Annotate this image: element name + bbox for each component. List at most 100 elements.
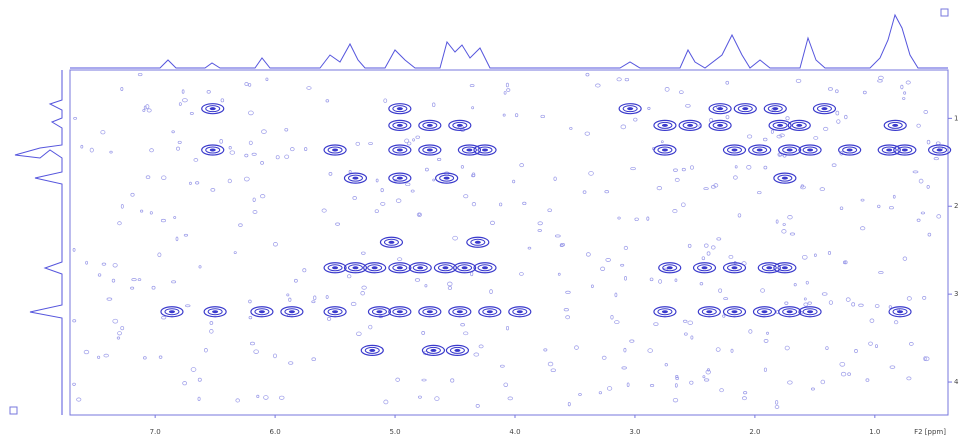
noise-dot: [760, 288, 765, 293]
peak-contour: [371, 266, 378, 270]
noise-dot: [265, 77, 269, 82]
cross-peak: [421, 344, 446, 356]
noise-dot: [284, 154, 290, 159]
noise-dot: [140, 209, 144, 213]
cross-peak: [280, 306, 304, 318]
peak-contour: [430, 348, 437, 352]
cross-peak: [445, 344, 470, 356]
peak-contour: [422, 121, 438, 129]
peak-contour: [781, 176, 788, 180]
noise-dot: [713, 183, 719, 188]
noise-dot: [672, 397, 679, 403]
peak-contour: [936, 148, 943, 152]
noise-dot: [705, 369, 711, 375]
noise-dot: [452, 235, 458, 241]
noise-dot: [171, 280, 177, 284]
noise-dot: [120, 326, 125, 331]
cross-peak: [418, 306, 442, 318]
noise-dot: [432, 178, 436, 182]
cross-peak: [653, 144, 677, 156]
noise-dot: [702, 375, 706, 379]
cross-peak: [678, 119, 702, 131]
noise-dot: [176, 146, 180, 151]
peak-contour: [657, 308, 673, 316]
peak-contour: [782, 308, 798, 316]
noise-dot: [673, 168, 678, 172]
noise-dot: [259, 194, 266, 199]
noise-dot: [626, 382, 630, 388]
noise-dot: [905, 80, 911, 85]
noise-dot: [595, 83, 601, 88]
noise-dot: [623, 347, 627, 353]
noise-dot: [682, 319, 688, 323]
noise-dot: [565, 290, 571, 294]
noise-dot: [835, 89, 839, 94]
peak-contour: [426, 148, 433, 152]
peak-contour: [258, 310, 265, 314]
noise-dot: [554, 234, 561, 238]
noise-dot: [763, 338, 769, 343]
noise-dot: [706, 251, 711, 256]
noise-dot: [432, 102, 436, 108]
cross-peak: [388, 144, 412, 156]
cross-peak: [343, 172, 368, 184]
noise-dot: [374, 209, 379, 214]
noise-dot: [72, 248, 76, 252]
peak-contour: [327, 308, 343, 316]
noise-dot: [839, 361, 846, 367]
peak-contour: [396, 310, 403, 314]
noise-dot: [437, 157, 442, 162]
noise-dot: [703, 378, 710, 382]
peak-contour: [417, 266, 424, 270]
noise-dot: [701, 256, 706, 261]
noise-dot: [851, 302, 856, 307]
noise-dot: [585, 72, 590, 77]
peak-contour: [712, 105, 728, 113]
cross-peak: [478, 306, 502, 318]
y-tick-label: 3: [954, 290, 958, 298]
peak-contour: [731, 310, 738, 314]
noise-dot: [175, 236, 179, 242]
peak-contour: [687, 123, 694, 127]
noise-dot: [346, 274, 352, 279]
cross-peak: [722, 144, 747, 156]
noise-dot: [793, 283, 797, 287]
peak-contour: [212, 310, 219, 314]
peak-contour: [766, 266, 773, 270]
noise-dot: [360, 291, 365, 296]
cross-peak: [618, 103, 642, 115]
noise-dot: [633, 117, 638, 122]
noise-dot: [471, 202, 477, 207]
noise-dot: [624, 77, 630, 82]
noise-dot: [244, 82, 249, 86]
noise-dot: [85, 260, 88, 265]
peak-contour: [352, 266, 359, 270]
cross-peak: [448, 119, 472, 131]
noise-dot: [460, 323, 465, 327]
peak-contour: [717, 123, 724, 127]
noise-dot: [918, 178, 924, 184]
noise-dot: [819, 187, 826, 192]
noise-dot: [805, 280, 809, 285]
cross-peak: [203, 306, 227, 318]
noise-dot: [143, 356, 147, 360]
noise-dot: [421, 378, 427, 382]
peak-contour: [207, 308, 223, 316]
peak-contour: [396, 107, 403, 111]
noise-dot: [97, 273, 102, 277]
noise-dot: [584, 131, 590, 136]
x-tick-label: 6.0: [270, 428, 281, 436]
peak-contour: [452, 121, 468, 129]
peak-contour: [706, 310, 713, 314]
noise-dot: [827, 87, 833, 91]
cross-peak: [250, 306, 274, 318]
noise-dot: [878, 75, 884, 80]
noise-dot: [151, 285, 156, 290]
noise-dot: [775, 400, 779, 405]
noise-dot: [920, 211, 925, 215]
noise-dot: [916, 218, 921, 222]
noise-dot: [664, 363, 668, 367]
noise-dot: [906, 376, 912, 381]
noise-dot: [653, 322, 659, 326]
noise-dot: [137, 72, 143, 77]
